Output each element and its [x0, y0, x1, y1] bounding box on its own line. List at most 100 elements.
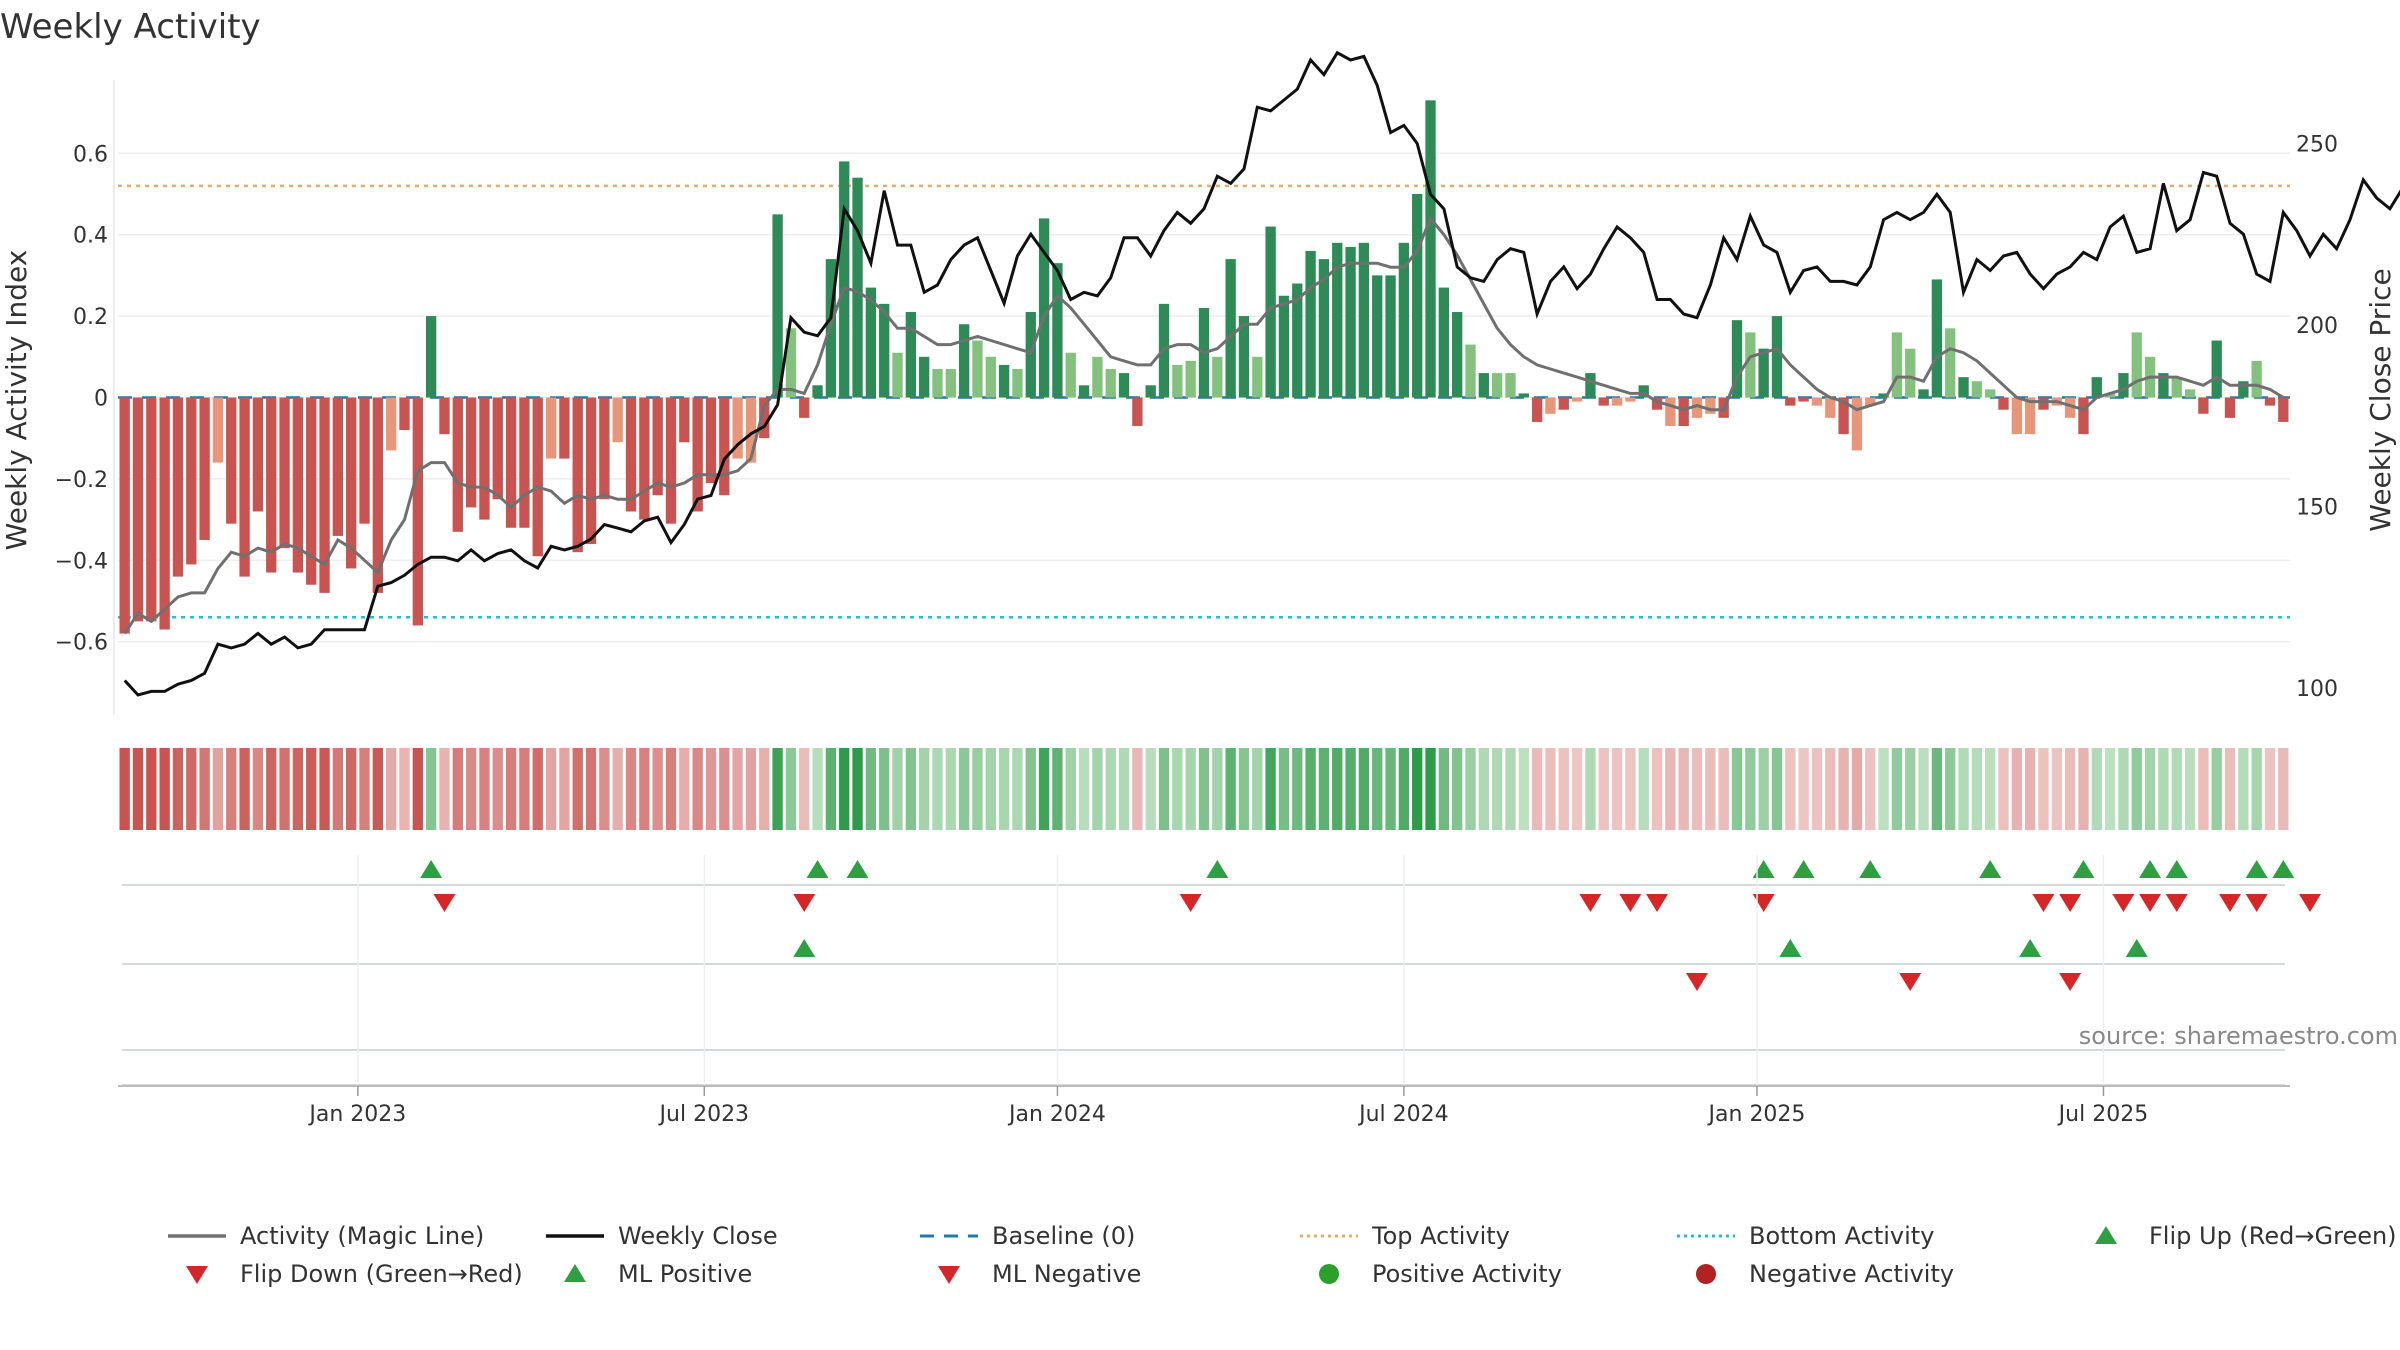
activity-bar — [679, 397, 690, 443]
weekly-close-line — [123, 50, 2400, 697]
legend-swatch-circle — [1319, 1264, 1339, 1284]
heat-strip-cell — [465, 748, 477, 830]
activity-bar — [1465, 344, 1476, 398]
heat-strip-cell — [1065, 748, 1076, 830]
legend-label: Baseline (0) — [992, 1222, 1135, 1250]
activity-bar — [1318, 259, 1330, 398]
activity-bar — [226, 397, 237, 524]
activity-bar — [505, 397, 517, 528]
activity-bar — [199, 397, 210, 540]
heat-strip-cell — [665, 748, 677, 830]
activity-bar — [1798, 397, 1809, 402]
activity-bar — [1292, 283, 1303, 398]
heat-strip-cell — [1905, 748, 1916, 830]
legend-swatch-triangle-up — [2095, 1226, 2117, 1244]
flip-up-marker — [806, 860, 829, 878]
activity-bar — [1918, 389, 1929, 398]
legend-label: ML Positive — [618, 1260, 752, 1288]
heat-strip-cell — [266, 748, 277, 830]
activity-bar — [2171, 377, 2182, 398]
flip-down-marker — [433, 894, 456, 912]
heat-strip-cell — [1345, 748, 1356, 830]
right-tick-label: 250 — [2296, 133, 2338, 158]
heat-strip-cell — [1105, 748, 1116, 830]
activity-bar — [1305, 250, 1316, 398]
heat-strip-cell — [1811, 748, 1823, 830]
heat-strip-cell — [226, 748, 237, 830]
heat-strip-cell — [1478, 748, 1489, 830]
heat-strip-cell — [252, 748, 264, 830]
heat-strip-cell — [919, 748, 930, 830]
activity-bar — [1172, 364, 1183, 398]
activity-bar — [346, 397, 357, 569]
heat-strip-cell — [1838, 748, 1849, 830]
heat-strip-cell — [2198, 748, 2209, 830]
heat-strip-cell — [852, 748, 863, 830]
activity-bar — [359, 397, 370, 524]
heat-strip-cell — [2078, 748, 2089, 830]
legend: Activity (Magic Line) Weekly Close Baselin… — [168, 1222, 2397, 1288]
heat-strip-cell — [1985, 748, 1996, 830]
heat-strip-cell — [319, 748, 330, 830]
activity-bar — [852, 177, 863, 398]
left-axis-ticks: 0.6 0.4 0.2 0 −0.2 −0.4 −0.6 — [55, 142, 108, 655]
heat-strip-cell — [865, 748, 877, 830]
activity-bar — [212, 397, 224, 463]
legend-label: Negative Activity — [1749, 1260, 1954, 1288]
heat-strip-cell — [1318, 748, 1330, 830]
activity-bar — [1092, 356, 1103, 398]
legend-item: Top Activity — [1300, 1222, 1510, 1250]
activity-bar — [1132, 397, 1143, 426]
activity-bar — [1545, 397, 1556, 414]
heat-strip-cell — [2011, 748, 2022, 830]
activity-bar — [905, 312, 917, 398]
activity-bars — [119, 100, 2289, 634]
activity-bar — [1931, 279, 1943, 398]
legend-label: Positive Activity — [1372, 1260, 1562, 1288]
activity-bar — [1585, 373, 1596, 398]
ml-negative-marker — [1686, 973, 1709, 991]
heat-strip-cell — [839, 748, 850, 830]
activity-bar — [1638, 385, 1649, 398]
heat-strip-cell — [2144, 748, 2156, 830]
heat-strip-cell — [146, 748, 157, 830]
legend-swatch-triangle-up — [564, 1264, 586, 1282]
activity-bar — [1971, 381, 1983, 398]
activity-bar — [479, 397, 490, 520]
activity-bar — [1185, 360, 1196, 398]
activity-bar — [2104, 393, 2116, 398]
heat-strip-cell — [1278, 748, 1290, 830]
activity-bar — [1332, 242, 1343, 398]
heat-strip-cell — [1052, 748, 1063, 830]
x-tick-label: Jul 2023 — [658, 1102, 750, 1127]
flip-down-marker — [1646, 894, 1669, 912]
activity-bar — [1105, 369, 1116, 398]
heat-strip-cell — [2238, 748, 2249, 830]
activity-bar — [705, 397, 717, 483]
heat-strip-cell — [705, 748, 717, 830]
heat-strip-cell — [559, 748, 570, 830]
heat-strip-cell — [1385, 748, 1396, 830]
heat-strip-cell — [945, 748, 956, 830]
activity-bar — [1265, 226, 1276, 398]
legend-item: Positive Activity — [1319, 1260, 1562, 1288]
activity-bar — [892, 352, 903, 398]
heat-strip-cell — [159, 748, 170, 830]
heat-strip-cell — [1798, 748, 1809, 830]
activity-bar — [1345, 246, 1356, 398]
activity-bar — [292, 397, 304, 573]
activity-bar — [799, 397, 810, 418]
heat-strip-cell — [532, 748, 543, 830]
heat-strip-cell — [1092, 748, 1103, 830]
activity-bar — [1745, 332, 1756, 398]
activity-bar — [1385, 275, 1396, 398]
activity-bar — [719, 397, 730, 496]
flip-down-marker — [2245, 894, 2268, 912]
heat-strip-cell — [1531, 748, 1543, 830]
heat-strip-cell — [425, 748, 437, 830]
legend-swatch-triangle-down — [186, 1266, 208, 1284]
legend-item: Flip Down (Green→Red) — [186, 1260, 523, 1288]
flip-down-marker — [2219, 894, 2242, 912]
